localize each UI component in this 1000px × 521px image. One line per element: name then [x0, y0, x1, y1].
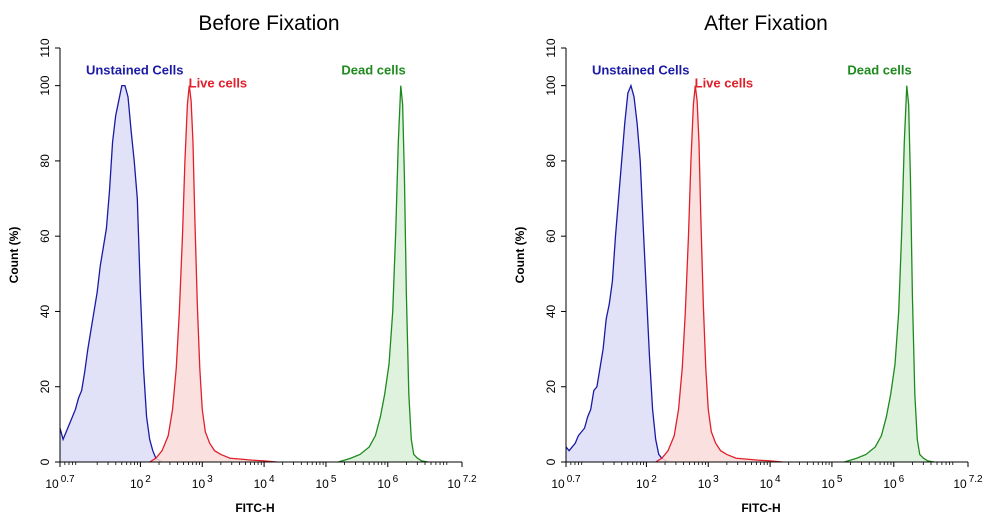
- x-tick-base: 10: [315, 477, 329, 491]
- chart-panel-after-fixation: After Fixation Unstained Cells Live cells D…: [513, 12, 983, 515]
- y-tick-label: 40: [38, 304, 52, 318]
- x-tick-exponent: 5: [837, 474, 843, 485]
- series-line-unstained-cells: [565, 83, 669, 463]
- series-line-dead-cells: [338, 85, 429, 463]
- x-tick-exponent: 3: [207, 474, 213, 485]
- chart-panel-before-fixation: Before Fixation Unstained Cells Live cells…: [7, 12, 477, 515]
- x-tick-base: 10: [821, 477, 835, 491]
- x-tick-base: 10: [130, 477, 144, 491]
- x-tick-base: 10: [447, 477, 461, 491]
- x-tick-exponent: 2: [145, 474, 151, 485]
- x-tick-exponent: 4: [269, 474, 275, 485]
- chart-title: Before Fixation: [198, 12, 339, 35]
- x-tick-exponent: 4: [775, 474, 781, 485]
- y-tick-label: 110: [544, 38, 558, 57]
- chart-title: After Fixation: [704, 12, 828, 35]
- x-tick-base: 10: [760, 477, 774, 491]
- y-tick-label: 80: [38, 154, 52, 168]
- series-area-dead-cells: [338, 85, 428, 462]
- x-tick-base: 10: [551, 477, 565, 491]
- x-tick-base: 10: [953, 477, 967, 491]
- x-tick-base: 10: [377, 477, 391, 491]
- y-tick-label: 0: [38, 458, 52, 465]
- x-tick-exponent: 0.7: [567, 474, 581, 485]
- x-tick-label: 10 0.7: [551, 474, 581, 491]
- series-line-dead-cells: [844, 85, 935, 463]
- x-tick-base: 10: [254, 477, 268, 491]
- x-tick-base: 10: [636, 477, 650, 491]
- x-tick-base: 10: [883, 477, 897, 491]
- series-area-unstained-cells: [60, 85, 163, 462]
- y-tick-label: 0: [544, 458, 558, 465]
- y-tick-label: 100: [38, 75, 52, 95]
- series-label-dead-cells: Dead cells: [341, 62, 405, 77]
- y-tick-label: 60: [544, 229, 558, 243]
- series-label-live-cells: Live cells: [189, 76, 248, 91]
- series-label-dead-cells: Dead cells: [847, 62, 911, 77]
- y-axis-label: Count (%): [7, 227, 21, 284]
- x-tick-label: 10 4: [760, 474, 781, 491]
- x-tick-label: 10 6: [377, 474, 398, 491]
- y-tick-label: 20: [544, 380, 558, 394]
- series-area-live-cells: [149, 85, 277, 462]
- series-line-live-cells: [655, 85, 783, 463]
- y-axis-label: Count (%): [513, 227, 527, 284]
- x-axis-label: FITC-H: [741, 501, 780, 515]
- y-tick-label: 100: [544, 75, 558, 95]
- y-tick-label: 40: [544, 304, 558, 318]
- x-tick-base: 10: [192, 477, 206, 491]
- x-tick-label: 10 5: [821, 474, 842, 491]
- x-tick-exponent: 2: [651, 474, 657, 485]
- y-tick-label: 80: [544, 154, 558, 168]
- x-tick-exponent: 3: [713, 474, 719, 485]
- x-tick-label: 10 4: [254, 474, 275, 491]
- series-line-unstained-cells: [59, 84, 163, 463]
- x-tick-base: 10: [698, 477, 712, 491]
- series-area-dead-cells: [844, 85, 934, 462]
- series-area-unstained-cells: [566, 85, 669, 462]
- series-area-live-cells: [655, 85, 783, 462]
- x-tick-label: 10 2: [636, 474, 657, 491]
- series-label-unstained-cells: Unstained Cells: [86, 62, 184, 77]
- x-tick-base: 10: [45, 477, 59, 491]
- y-tick-label: 20: [38, 380, 52, 394]
- x-tick-label: 10 3: [192, 474, 213, 491]
- x-tick-exponent: 6: [899, 474, 905, 485]
- x-tick-label: 10 2: [130, 474, 151, 491]
- x-axis-label: FITC-H: [235, 501, 274, 515]
- x-tick-label: 10 5: [315, 474, 336, 491]
- series-label-unstained-cells: Unstained Cells: [592, 62, 690, 77]
- x-tick-exponent: 6: [393, 474, 399, 485]
- x-tick-exponent: 0.7: [61, 474, 75, 485]
- x-tick-label: 10 6: [883, 474, 904, 491]
- x-tick-label: 10 7.2: [953, 474, 983, 491]
- y-tick-label: 60: [38, 229, 52, 243]
- x-tick-label: 10 7.2: [447, 474, 477, 491]
- x-tick-exponent: 7.2: [969, 474, 983, 485]
- x-tick-exponent: 7.2: [463, 474, 477, 485]
- y-tick-label: 110: [38, 38, 52, 57]
- series-line-live-cells: [149, 85, 277, 463]
- x-tick-label: 10 0.7: [45, 474, 75, 491]
- x-tick-exponent: 5: [331, 474, 337, 485]
- series-label-live-cells: Live cells: [695, 76, 754, 91]
- x-tick-label: 10 3: [698, 474, 719, 491]
